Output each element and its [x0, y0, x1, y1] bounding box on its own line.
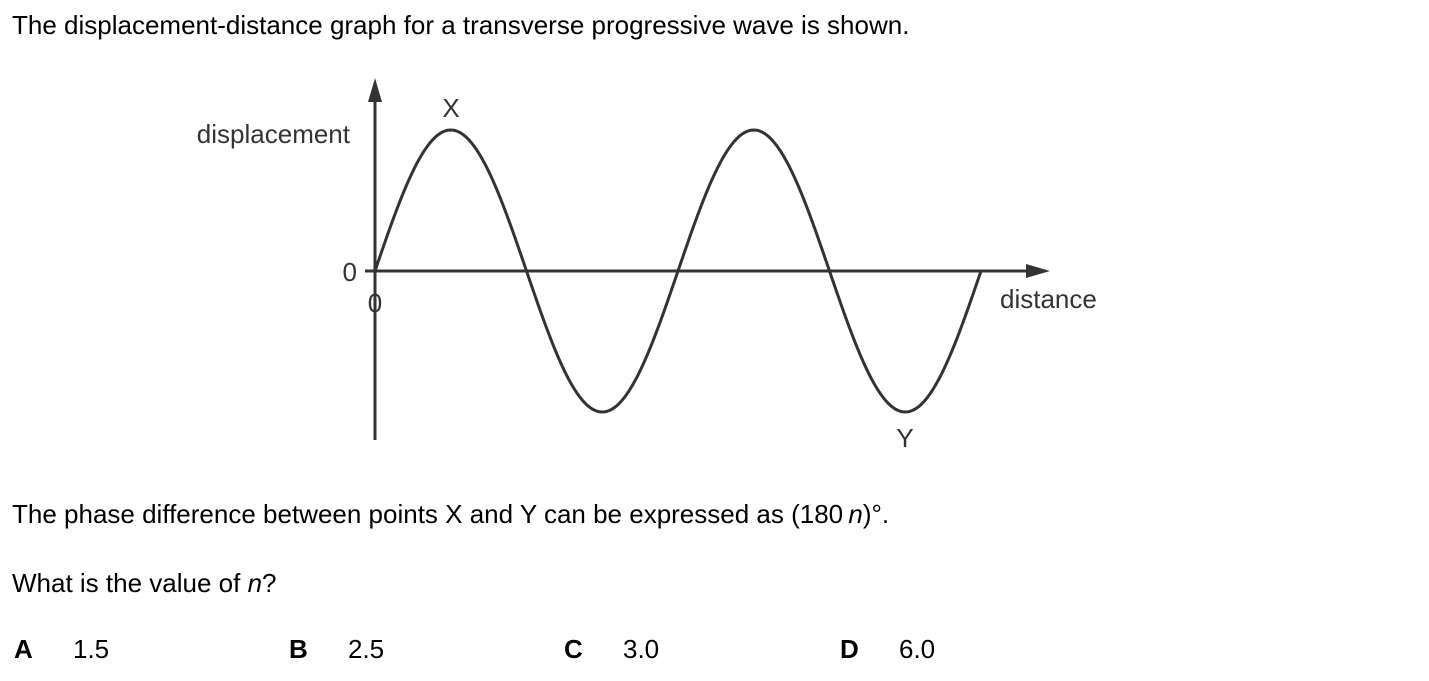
phase-difference-text: The phase difference between points X an…: [12, 499, 890, 529]
y-axis-arrowhead: [368, 78, 382, 102]
option-d[interactable]: D 6.0: [840, 634, 935, 664]
option-value: 2.5: [348, 634, 385, 664]
x-axis-label: distance: [1000, 284, 1097, 314]
x-axis-arrowhead: [1026, 264, 1050, 278]
option-letter: A: [14, 634, 33, 664]
option-letter: D: [840, 634, 859, 664]
option-value: 1.5: [73, 634, 110, 664]
point-x-label: X: [442, 93, 459, 123]
option-c[interactable]: C 3.0: [564, 634, 659, 664]
point-y-label: Y: [896, 423, 913, 453]
y-axis-label: displacement: [197, 119, 351, 149]
variable-n: n: [848, 499, 863, 529]
y-origin-label: 0: [343, 257, 357, 287]
x-origin-label: 0: [368, 288, 382, 318]
wave-curve: [373, 128, 983, 414]
option-letter: B: [289, 634, 308, 664]
option-value: 6.0: [899, 634, 936, 664]
option-b[interactable]: B 2.5: [289, 634, 384, 664]
intro-text: The displacement-distance graph for a tr…: [12, 10, 910, 40]
option-a[interactable]: A 1.5: [14, 634, 109, 664]
option-value: 3.0: [623, 634, 660, 664]
question-text: What is the value of n?: [12, 568, 277, 598]
variable-n: n: [247, 568, 263, 598]
option-letter: C: [564, 634, 583, 664]
